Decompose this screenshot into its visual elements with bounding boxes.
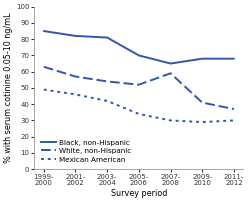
Mexican American xyxy=(201,121,204,123)
Black, non-Hispanic xyxy=(137,54,140,57)
X-axis label: Survey period: Survey period xyxy=(111,189,167,198)
Mexican American xyxy=(74,93,77,96)
Black, non-Hispanic xyxy=(106,36,109,39)
Line: Mexican American: Mexican American xyxy=(44,89,234,122)
White, non-Hispanic xyxy=(74,75,77,78)
Line: White, non-Hispanic: White, non-Hispanic xyxy=(44,67,234,109)
Black, non-Hispanic xyxy=(42,30,45,32)
Mexican American xyxy=(106,100,109,102)
White, non-Hispanic xyxy=(106,80,109,83)
White, non-Hispanic xyxy=(137,83,140,86)
Mexican American xyxy=(232,119,235,122)
White, non-Hispanic xyxy=(42,66,45,68)
Legend: Black, non-Hispanic, White, non-Hispanic, Mexican American: Black, non-Hispanic, White, non-Hispanic… xyxy=(40,138,132,164)
Mexican American xyxy=(42,88,45,91)
Black, non-Hispanic xyxy=(232,57,235,60)
Black, non-Hispanic xyxy=(74,35,77,37)
Mexican American xyxy=(169,119,172,122)
Mexican American xyxy=(137,113,140,115)
White, non-Hispanic xyxy=(232,108,235,110)
White, non-Hispanic xyxy=(201,101,204,104)
Black, non-Hispanic xyxy=(169,62,172,65)
Black, non-Hispanic xyxy=(201,57,204,60)
Line: Black, non-Hispanic: Black, non-Hispanic xyxy=(44,31,234,64)
Y-axis label: % with serum cotinine 0.05-10 ng/mL: % with serum cotinine 0.05-10 ng/mL xyxy=(4,13,13,163)
White, non-Hispanic xyxy=(169,72,172,75)
